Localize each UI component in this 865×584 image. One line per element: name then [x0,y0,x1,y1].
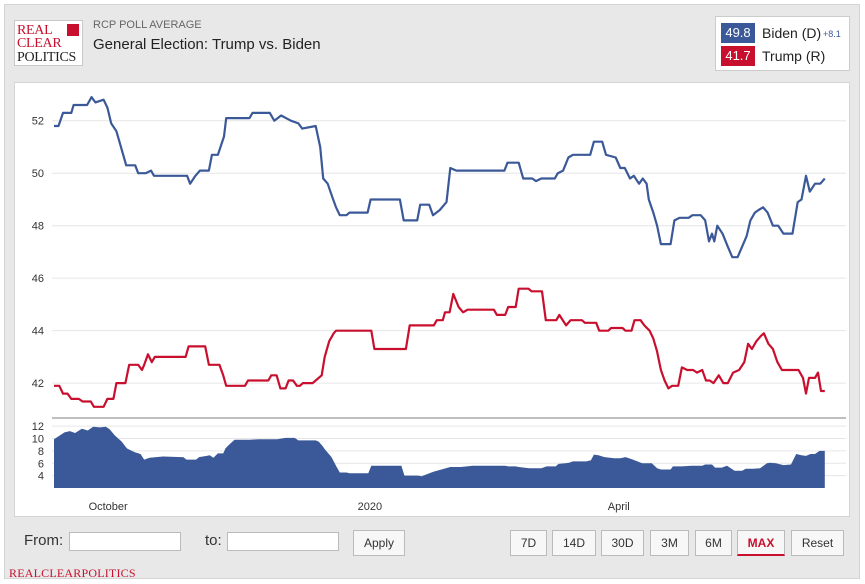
logo-line-clear: CLEAR [17,36,62,51]
nav-y-tick-label-4: 4 [38,471,44,483]
x-tick-label-2020: 2020 [358,501,382,513]
logo-line-politics: POLITICS [17,50,77,65]
biden-value-badge: 49.8 [721,23,755,43]
rcp-logo[interactable]: REAL CLEAR POLITICS [14,20,83,66]
biden-spread: +8.1 [823,29,841,39]
chart-area[interactable] [14,82,850,517]
chart-subtitle: RCP POLL AVERAGE [93,19,202,31]
trump-value-badge: 41.7 [721,46,755,66]
y-tick-label-48: 48 [32,221,44,233]
range-button-6m[interactable]: 6M [695,530,732,556]
y-tick-label-50: 50 [32,168,44,180]
y-tick-label-46: 46 [32,273,44,285]
y-tick-label-42: 42 [32,378,44,390]
trump-label: Trump (R) [762,48,826,64]
range-button-7d[interactable]: 7D [510,530,547,556]
range-controls: From: to: Apply 7D 14D 30D 3M 6M MAX Res… [14,524,850,564]
chart-title: General Election: Trump vs. Biden [93,36,321,53]
from-label: From: [24,532,64,549]
y-tick-label-44: 44 [32,326,44,338]
logo-line-real: REAL [17,23,53,38]
biden-label: Biden (D) [762,25,822,41]
biden-series-line [54,96,826,259]
nav-y-tick-label-6: 6 [38,458,44,470]
range-button-max[interactable]: MAX [737,530,785,556]
nav-y-tick-label-12: 12 [32,421,44,433]
trump-series-line [54,287,825,408]
logo-mark-icon [67,24,79,36]
nav-y-tick-label-10: 10 [32,434,44,446]
from-date-input[interactable] [69,532,181,551]
reset-button[interactable]: Reset [791,530,844,556]
navigator-area [54,426,825,488]
legend: 49.8 Biden (D) +8.1 41.7 Trump (R) [715,16,850,71]
apply-button[interactable]: Apply [353,530,405,556]
to-date-input[interactable] [227,532,339,551]
footer-brand[interactable]: REALCLEARPOLITICS [9,566,136,580]
range-button-14d[interactable]: 14D [552,530,596,556]
to-label: to: [205,532,222,549]
x-tick-label-october: October [89,501,128,513]
range-button-30d[interactable]: 30D [601,530,644,556]
y-tick-label-52: 52 [32,116,44,128]
x-tick-label-april: April [608,501,630,513]
range-button-3m[interactable]: 3M [650,530,689,556]
nav-y-tick-label-8: 8 [38,446,44,458]
